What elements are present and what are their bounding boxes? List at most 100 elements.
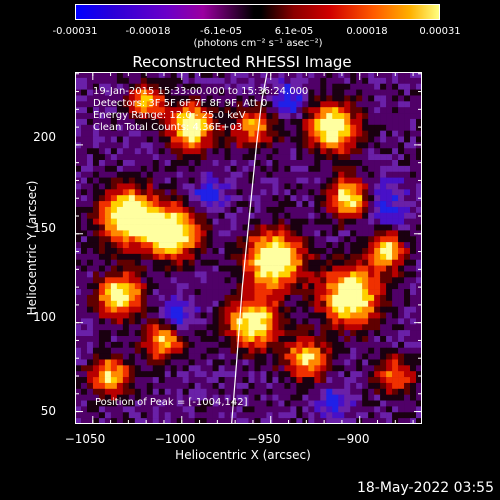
heatmap-cell xyxy=(224,394,231,401)
heatmap-cell xyxy=(152,95,160,102)
heatmap-cell xyxy=(410,148,417,155)
heatmap-cell xyxy=(206,306,213,313)
heatmap-cell xyxy=(110,265,118,272)
heatmap-cell xyxy=(242,183,249,190)
heatmap-cell xyxy=(80,388,88,395)
heatmap-cell xyxy=(182,242,189,249)
heatmap-cell xyxy=(344,95,351,102)
heatmap-cell xyxy=(326,265,333,272)
heatmap-cell xyxy=(128,271,136,278)
heatmap-cell xyxy=(158,189,166,196)
heatmap-cell xyxy=(242,412,249,419)
heatmap-cell xyxy=(182,224,189,231)
heatmap-cell xyxy=(152,289,160,296)
heatmap-cell xyxy=(326,289,333,296)
heatmap-cell xyxy=(206,224,213,231)
heatmap-cell xyxy=(302,130,309,137)
heatmap-cell xyxy=(140,371,148,378)
heatmap-cell xyxy=(326,400,333,407)
heatmap-cell xyxy=(116,136,124,143)
heatmap-cell xyxy=(158,195,166,202)
heatmap-cell xyxy=(260,324,267,331)
heatmap-cell xyxy=(302,300,309,307)
heatmap-cell xyxy=(320,230,327,237)
heatmap-cell xyxy=(278,95,285,102)
heatmap-cell xyxy=(140,412,148,419)
heatmap-cell xyxy=(110,318,118,325)
heatmap-cell xyxy=(236,371,243,378)
heatmap-cell xyxy=(302,83,309,90)
heatmap-cell xyxy=(224,107,231,114)
heatmap-cell xyxy=(320,365,327,372)
heatmap-cell xyxy=(416,388,422,395)
heatmap-cell xyxy=(104,113,112,120)
heatmap-cell xyxy=(176,400,183,407)
heatmap-cell xyxy=(80,206,88,214)
heatmap-cell xyxy=(356,236,363,243)
heatmap-cell xyxy=(128,142,136,149)
heatmap-cell xyxy=(398,353,405,360)
heatmap-cell xyxy=(350,201,357,208)
heatmap-cell xyxy=(302,107,309,114)
heatmap-cell xyxy=(92,359,100,366)
heatmap-cell xyxy=(392,160,399,167)
heatmap-cell xyxy=(416,101,422,108)
heatmap-cell xyxy=(188,242,195,249)
heatmap-cell xyxy=(242,341,249,349)
heatmap-cell xyxy=(122,136,130,143)
heatmap-cell xyxy=(398,136,405,143)
heatmap-cell xyxy=(404,347,411,354)
heatmap-cell xyxy=(290,300,297,307)
heatmap-cell xyxy=(200,218,207,225)
heatmap-cell xyxy=(308,118,315,126)
heatmap-cell xyxy=(386,142,393,149)
heatmap-cell xyxy=(248,224,255,231)
heatmap-cell xyxy=(416,165,422,173)
heatmap-cell xyxy=(152,206,160,214)
heatmap-cell xyxy=(248,382,255,390)
heatmap-cell xyxy=(302,324,309,331)
heatmap-cell xyxy=(176,130,183,137)
heatmap-cell xyxy=(290,236,297,243)
heatmap-cell xyxy=(338,83,345,90)
heatmap-cell xyxy=(356,248,363,255)
heatmap-cell xyxy=(134,406,142,413)
heatmap-cell xyxy=(398,312,405,319)
heatmap-cell xyxy=(272,142,279,149)
heatmap-cell xyxy=(254,95,261,102)
heatmap-cell xyxy=(350,230,357,237)
heatmap-cell xyxy=(128,77,136,85)
heatmap-cell xyxy=(158,347,166,354)
heatmap-cell xyxy=(110,371,118,378)
heatmap-cell xyxy=(308,341,315,349)
heatmap-cell xyxy=(326,124,333,131)
heatmap-cell xyxy=(218,418,225,424)
heatmap-cell xyxy=(302,189,309,196)
heatmap-cell xyxy=(374,206,381,214)
heatmap-cell xyxy=(386,418,393,424)
heatmap-cell xyxy=(278,177,285,184)
heatmap-cell xyxy=(236,107,243,114)
heatmap-cell xyxy=(248,306,255,313)
heatmap-cell xyxy=(404,418,411,424)
heatmap-cell xyxy=(380,382,387,390)
heatmap-cell xyxy=(398,148,405,155)
heatmap-cell xyxy=(320,347,327,354)
heatmap-cell xyxy=(350,259,357,266)
heatmap-cell xyxy=(302,89,309,96)
heatmap-cell xyxy=(224,95,231,102)
heatmap-cell xyxy=(230,341,237,349)
heatmap-cell xyxy=(104,294,112,302)
heatmap-cell xyxy=(338,160,345,167)
heatmap-cell xyxy=(224,89,231,96)
heatmap-cell xyxy=(386,294,393,302)
heatmap-cell xyxy=(308,359,315,366)
heatmap-cell xyxy=(386,388,393,395)
heatmap-cell xyxy=(272,388,279,395)
heatmap-cell xyxy=(302,277,309,284)
heatmap-cell xyxy=(350,124,357,131)
heatmap-cell xyxy=(398,89,405,96)
heatmap-cell xyxy=(140,160,148,167)
heatmap-cell xyxy=(296,336,303,343)
heatmap-cell xyxy=(338,154,345,161)
